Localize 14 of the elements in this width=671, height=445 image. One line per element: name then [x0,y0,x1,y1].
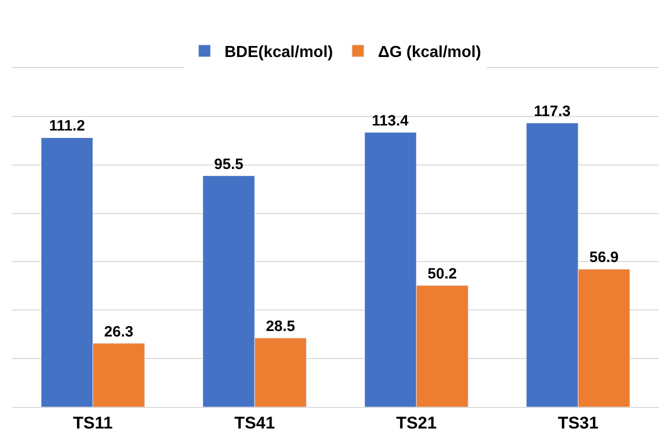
data-label: 50.2 [428,265,457,282]
x-tick-label: TS41 [234,413,275,432]
legend-label: ΔG (kcal/mol) [378,44,482,62]
x-tick-label: TS11 [73,413,113,432]
x-tick-label: TS21 [396,413,437,432]
x-tick-label: TS31 [558,413,598,432]
data-label: 26.3 [104,323,134,340]
data-label: 28.5 [266,318,296,335]
data-label: 111.2 [49,118,85,135]
data-label: 113.4 [372,112,410,130]
data-label: 95.5 [214,156,244,173]
data-label: 117.3 [534,102,571,120]
data-label: 56.9 [589,249,619,266]
legend-label: BDE(kcal/mol) [224,44,333,62]
